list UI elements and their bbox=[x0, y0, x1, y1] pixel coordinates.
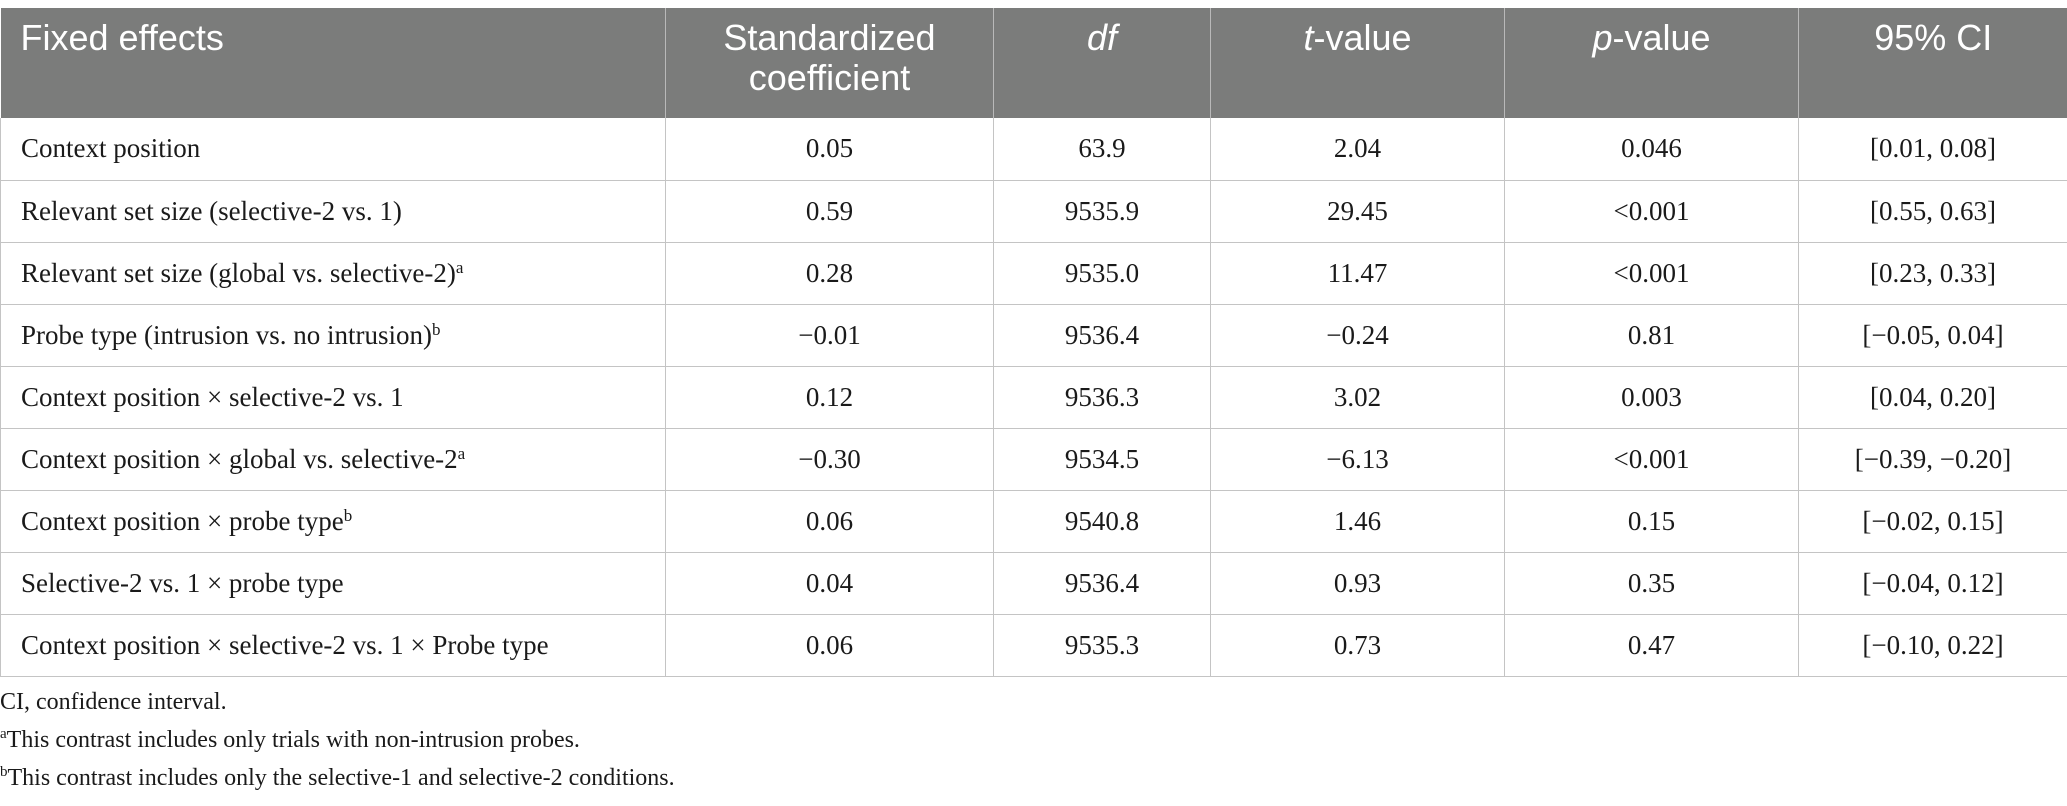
footnote-line: CI, confidence interval. bbox=[0, 683, 675, 721]
cell-p-value: <0.001 bbox=[1504, 242, 1799, 305]
cell-t-value: −0.24 bbox=[1210, 304, 1505, 367]
cell-df: 9536.4 bbox=[993, 552, 1211, 615]
cell-df: 9536.4 bbox=[993, 304, 1211, 367]
footnote-marker: a bbox=[457, 443, 466, 463]
cell-fixed-effect: Relevant set size (selective-2 vs. 1) bbox=[0, 180, 666, 243]
cell-fixed-effect: Context position × selective-2 vs. 1 × P… bbox=[0, 614, 666, 677]
cell-fixed-effect: Context position × selective-2 vs. 1 bbox=[0, 366, 666, 429]
cell-t-value: 2.04 bbox=[1210, 118, 1505, 181]
cell-p-value: 0.81 bbox=[1504, 304, 1799, 367]
cell-p-value: <0.001 bbox=[1504, 180, 1799, 243]
cell-95-ci: [−0.02, 0.15] bbox=[1798, 490, 2067, 553]
cell-95-ci: [0.01, 0.08] bbox=[1798, 118, 2067, 181]
header-t-value: t-value bbox=[1210, 8, 1505, 118]
cell-p-value: 0.35 bbox=[1504, 552, 1799, 615]
table-row: Relevant set size (global vs. selective-… bbox=[0, 242, 2067, 305]
cell-fixed-effect: Probe type (intrusion vs. no intrusion)b bbox=[0, 304, 666, 367]
cell-t-value: 1.46 bbox=[1210, 490, 1505, 553]
cell-95-ci: [0.04, 0.20] bbox=[1798, 366, 2067, 429]
cell-95-ci: [−0.39, −0.20] bbox=[1798, 428, 2067, 491]
header-row: Fixed effects Standardized coefficient d… bbox=[0, 8, 2067, 118]
cell-df: 9535.3 bbox=[993, 614, 1211, 677]
cell-fixed-effect: Relevant set size (global vs. selective-… bbox=[0, 242, 666, 305]
header-df: df bbox=[993, 8, 1211, 118]
cell-95-ci: [−0.04, 0.12] bbox=[1798, 552, 2067, 615]
footnote-text: This contrast includes only trials with … bbox=[6, 727, 580, 753]
footnote-text: This contrast includes only the selectiv… bbox=[7, 765, 675, 791]
footnote-marker: b bbox=[343, 505, 353, 525]
footnote-marker: a bbox=[455, 257, 464, 277]
header-95-ci: 95% CI bbox=[1798, 8, 2067, 118]
table-row: Probe type (intrusion vs. no intrusion)b… bbox=[0, 304, 2067, 367]
cell-t-value: 0.73 bbox=[1210, 614, 1505, 677]
cell-standardized-coefficient: −0.01 bbox=[665, 304, 994, 367]
table-row: Context position × selective-2 vs. 1 × P… bbox=[0, 614, 2067, 677]
cell-p-value: 0.15 bbox=[1504, 490, 1799, 553]
cell-p-value: 0.003 bbox=[1504, 366, 1799, 429]
cell-fixed-effect: Context position × global vs. selective-… bbox=[0, 428, 666, 491]
footnote-line: aThis contrast includes only trials with… bbox=[0, 721, 675, 759]
cell-df: 9540.8 bbox=[993, 490, 1211, 553]
cell-df: 9534.5 bbox=[993, 428, 1211, 491]
cell-standardized-coefficient: 0.59 bbox=[665, 180, 994, 243]
cell-p-value: <0.001 bbox=[1504, 428, 1799, 491]
table-row: Selective-2 vs. 1 × probe type 0.04 9536.4… bbox=[0, 552, 2067, 615]
cell-standardized-coefficient: −0.30 bbox=[665, 428, 994, 491]
cell-standardized-coefficient: 0.04 bbox=[665, 552, 994, 615]
footnote-text: CI, confidence interval. bbox=[0, 689, 227, 715]
cell-t-value: 3.02 bbox=[1210, 366, 1505, 429]
header-p-value: p-value bbox=[1504, 8, 1799, 118]
cell-95-ci: [0.23, 0.33] bbox=[1798, 242, 2067, 305]
table-row: Context position × selective-2 vs. 1 0.12… bbox=[0, 366, 2067, 429]
table-row: Context position × probe typeb 0.06 9540.8… bbox=[0, 490, 2067, 553]
cell-t-value: 11.47 bbox=[1210, 242, 1505, 305]
cell-standardized-coefficient: 0.06 bbox=[665, 614, 994, 677]
header-fixed-effects: Fixed effects bbox=[0, 8, 666, 118]
table-row: Relevant set size (selective-2 vs. 1) 0.5… bbox=[0, 180, 2067, 243]
table-footnotes: CI, confidence interval. aThis contrast i… bbox=[0, 683, 675, 797]
cell-standardized-coefficient: 0.12 bbox=[665, 366, 994, 429]
results-table: Fixed effects Standardized coefficient d… bbox=[0, 8, 2067, 677]
cell-fixed-effect: Selective-2 vs. 1 × probe type bbox=[0, 552, 666, 615]
cell-fixed-effect: Context position bbox=[0, 118, 666, 181]
footnote-marker: b bbox=[431, 319, 441, 339]
cell-standardized-coefficient: 0.06 bbox=[665, 490, 994, 553]
cell-standardized-coefficient: 0.05 bbox=[665, 118, 994, 181]
cell-t-value: −6.13 bbox=[1210, 428, 1505, 491]
table-row: Context position 0.05 63.9 2.04 0.046 [0.01, … bbox=[0, 118, 2067, 181]
cell-t-value: 0.93 bbox=[1210, 552, 1505, 615]
header-standardized-coefficient: Standardized coefficient bbox=[665, 8, 994, 118]
cell-95-ci: [−0.05, 0.04] bbox=[1798, 304, 2067, 367]
footnote-marker: a bbox=[0, 726, 7, 742]
footnote-marker: b bbox=[0, 764, 8, 780]
cell-fixed-effect: Context position × probe typeb bbox=[0, 490, 666, 553]
cell-df: 9535.9 bbox=[993, 180, 1211, 243]
table-body: Context position 0.05 63.9 2.04 0.046 [0.01, … bbox=[0, 118, 2067, 677]
cell-df: 63.9 bbox=[993, 118, 1211, 181]
cell-df: 9536.3 bbox=[993, 366, 1211, 429]
footnote-line: bThis contrast includes only the selecti… bbox=[0, 759, 675, 797]
cell-df: 9535.0 bbox=[993, 242, 1211, 305]
cell-standardized-coefficient: 0.28 bbox=[665, 242, 994, 305]
cell-95-ci: [−0.10, 0.22] bbox=[1798, 614, 2067, 677]
table-row: Context position × global vs. selective-… bbox=[0, 428, 2067, 491]
cell-p-value: 0.046 bbox=[1504, 118, 1799, 181]
cell-95-ci: [0.55, 0.63] bbox=[1798, 180, 2067, 243]
cell-p-value: 0.47 bbox=[1504, 614, 1799, 677]
cell-t-value: 29.45 bbox=[1210, 180, 1505, 243]
